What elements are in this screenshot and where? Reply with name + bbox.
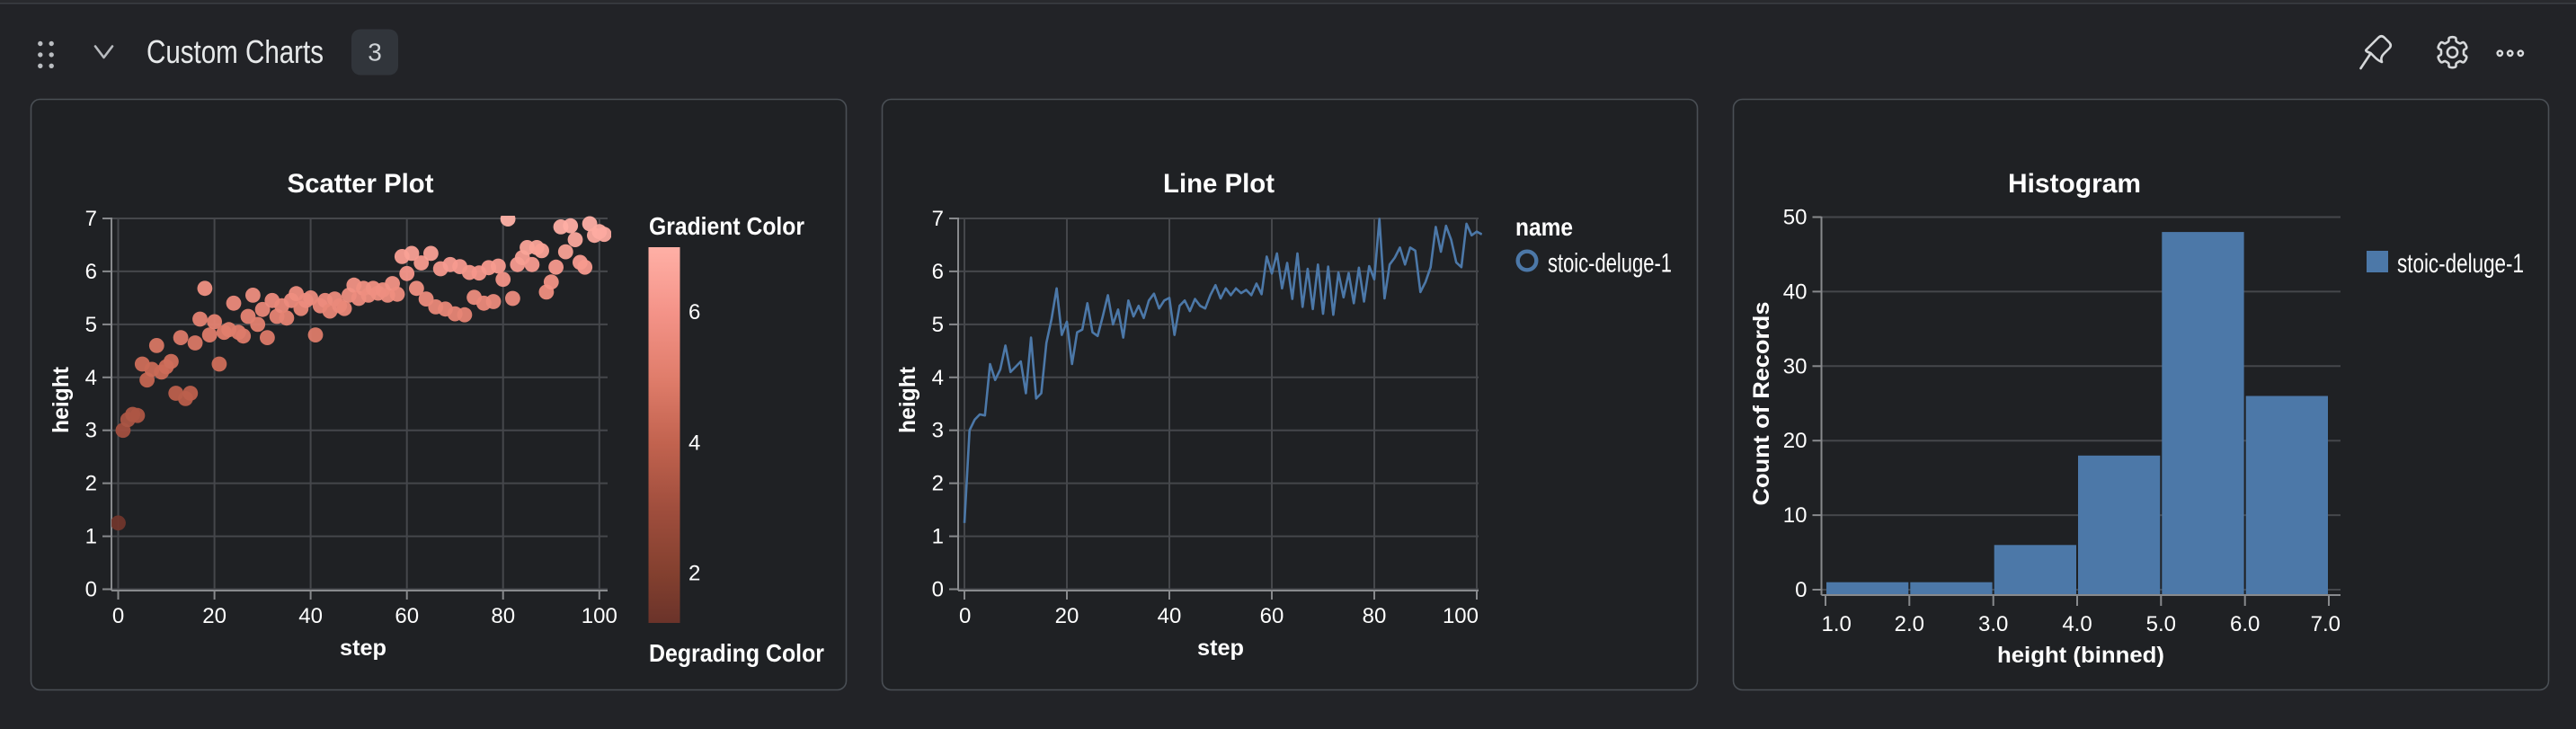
svg-text:6: 6 — [85, 260, 97, 284]
svg-text:7: 7 — [85, 207, 97, 231]
svg-text:0: 0 — [1795, 578, 1807, 602]
svg-text:1: 1 — [85, 525, 97, 549]
svg-text:80: 80 — [491, 604, 515, 628]
svg-text:height: height — [49, 366, 74, 433]
svg-text:0: 0 — [932, 578, 944, 602]
svg-text:4: 4 — [688, 431, 700, 455]
svg-text:0: 0 — [85, 578, 97, 602]
svg-text:5: 5 — [85, 313, 97, 337]
svg-text:1.0: 1.0 — [1822, 612, 1852, 636]
svg-text:Degrading Color: Degrading Color — [649, 639, 824, 667]
svg-text:3: 3 — [932, 419, 944, 443]
svg-text:Histogram: Histogram — [2008, 169, 2141, 199]
svg-text:100: 100 — [1443, 604, 1479, 628]
svg-text:60: 60 — [395, 604, 419, 628]
svg-text:20: 20 — [202, 604, 227, 628]
svg-text:1: 1 — [932, 525, 944, 549]
svg-text:60: 60 — [1260, 604, 1284, 628]
svg-text:3: 3 — [85, 419, 97, 443]
svg-text:40: 40 — [298, 604, 323, 628]
svg-text:100: 100 — [582, 604, 617, 628]
svg-text:20: 20 — [1055, 604, 1079, 628]
svg-text:4.0: 4.0 — [2062, 612, 2092, 636]
svg-text:6: 6 — [932, 260, 944, 284]
svg-text:5: 5 — [932, 313, 944, 337]
svg-text:30: 30 — [1783, 354, 1808, 378]
svg-text:40: 40 — [1783, 280, 1808, 304]
svg-text:4: 4 — [85, 366, 97, 390]
svg-text:stoic-deluge-1: stoic-deluge-1 — [1548, 249, 1672, 279]
svg-text:80: 80 — [1363, 604, 1387, 628]
svg-text:step: step — [340, 636, 386, 661]
svg-text:Count of Records: Count of Records — [1749, 302, 1774, 506]
svg-text:4: 4 — [932, 366, 944, 390]
svg-text:name: name — [1515, 213, 1573, 241]
svg-text:0: 0 — [959, 604, 971, 628]
svg-text:height (binned): height (binned) — [1997, 643, 2164, 668]
svg-text:2.0: 2.0 — [1895, 612, 1924, 636]
svg-text:3: 3 — [368, 39, 382, 67]
svg-text:height: height — [895, 366, 920, 433]
svg-text:7: 7 — [932, 207, 944, 231]
svg-text:0: 0 — [112, 604, 124, 628]
svg-text:20: 20 — [1783, 429, 1808, 453]
svg-text:Scatter Plot: Scatter Plot — [288, 169, 434, 199]
svg-text:5.0: 5.0 — [2146, 612, 2176, 636]
svg-text:2: 2 — [932, 472, 944, 496]
svg-text:2: 2 — [85, 472, 97, 496]
svg-text:6: 6 — [688, 300, 700, 324]
svg-text:6.0: 6.0 — [2230, 612, 2260, 636]
svg-text:Custom Charts: Custom Charts — [147, 33, 324, 70]
svg-text:step: step — [1197, 636, 1244, 661]
svg-text:2: 2 — [688, 562, 700, 586]
svg-text:7.0: 7.0 — [2311, 612, 2341, 636]
svg-text:50: 50 — [1783, 206, 1808, 230]
svg-text:Gradient Color: Gradient Color — [649, 212, 804, 240]
svg-text:40: 40 — [1158, 604, 1182, 628]
svg-text:Line Plot: Line Plot — [1163, 169, 1275, 199]
svg-text:10: 10 — [1783, 503, 1808, 528]
svg-text:stoic-deluge-1: stoic-deluge-1 — [2397, 249, 2524, 279]
svg-text:3.0: 3.0 — [1978, 612, 2008, 636]
